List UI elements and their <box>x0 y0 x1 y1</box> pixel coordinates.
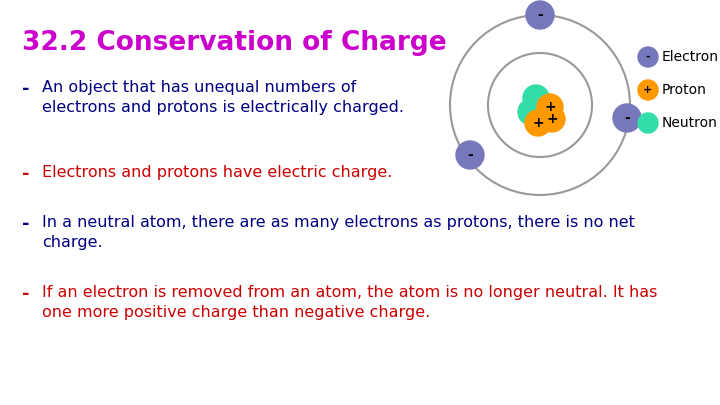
Text: -: - <box>624 111 630 125</box>
Text: In a neutral atom, there are as many electrons as protons, there is no net: In a neutral atom, there are as many ele… <box>42 215 635 230</box>
Circle shape <box>518 99 544 125</box>
Text: -: - <box>467 148 473 162</box>
Text: +: + <box>546 112 558 126</box>
Circle shape <box>638 80 658 100</box>
Text: -: - <box>22 165 30 183</box>
Text: Electrons and protons have electric charge.: Electrons and protons have electric char… <box>42 165 392 180</box>
Text: Neutron: Neutron <box>662 116 718 130</box>
Circle shape <box>531 106 557 132</box>
Circle shape <box>526 1 554 29</box>
Text: one more positive charge than negative charge.: one more positive charge than negative c… <box>42 305 431 320</box>
Text: -: - <box>22 285 30 303</box>
Text: -: - <box>537 8 543 22</box>
Text: An object that has unequal numbers of: An object that has unequal numbers of <box>42 80 356 95</box>
Text: Electron: Electron <box>662 50 719 64</box>
Text: 32.2 Conservation of Charge: 32.2 Conservation of Charge <box>22 30 446 56</box>
Circle shape <box>523 85 549 111</box>
Circle shape <box>539 106 565 132</box>
Text: Proton: Proton <box>662 83 707 97</box>
Text: +: + <box>544 100 556 114</box>
Circle shape <box>525 110 551 136</box>
Text: If an electron is removed from an atom, the atom is no longer neutral. It has: If an electron is removed from an atom, … <box>42 285 657 300</box>
Text: +: + <box>644 85 652 95</box>
Circle shape <box>638 47 658 67</box>
Circle shape <box>537 94 563 120</box>
Text: -: - <box>646 52 650 62</box>
Text: -: - <box>22 215 30 233</box>
Text: -: - <box>22 80 30 98</box>
Circle shape <box>613 104 641 132</box>
Text: charge.: charge. <box>42 235 103 250</box>
Text: electrons and protons is electrically charged.: electrons and protons is electrically ch… <box>42 100 404 115</box>
Circle shape <box>638 113 658 133</box>
Circle shape <box>456 141 484 169</box>
Text: +: + <box>532 116 544 130</box>
